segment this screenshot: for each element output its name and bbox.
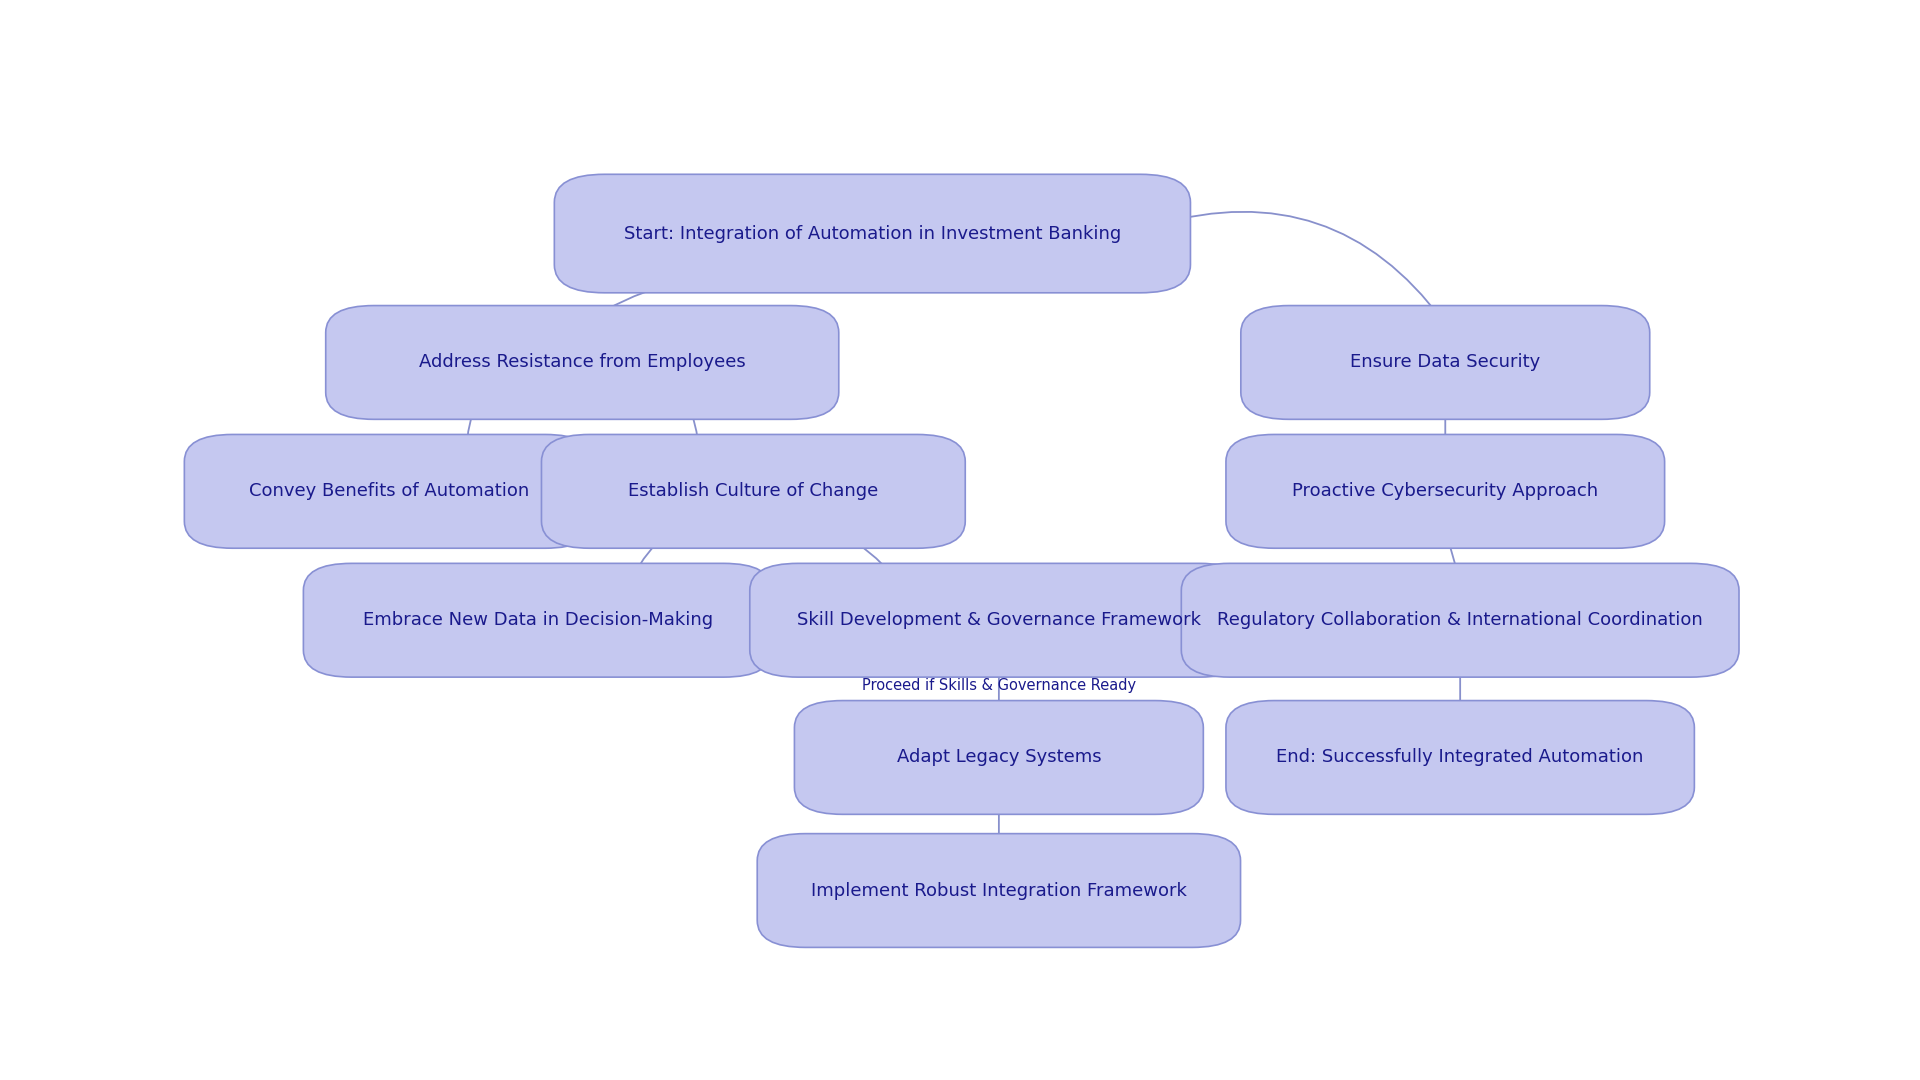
Text: Establish Culture of Change: Establish Culture of Change [628,483,879,500]
FancyBboxPatch shape [326,306,839,419]
FancyBboxPatch shape [184,434,593,549]
FancyBboxPatch shape [756,834,1240,947]
FancyBboxPatch shape [1181,564,1740,677]
FancyBboxPatch shape [1240,306,1649,419]
FancyBboxPatch shape [1227,701,1693,814]
Text: End: Successfully Integrated Automation: End: Successfully Integrated Automation [1277,748,1644,767]
Text: Regulatory Collaboration & International Coordination: Regulatory Collaboration & International… [1217,611,1703,630]
FancyBboxPatch shape [795,701,1204,814]
Text: Address Resistance from Employees: Address Resistance from Employees [419,353,745,372]
FancyBboxPatch shape [555,174,1190,293]
Text: Start: Integration of Automation in Investment Banking: Start: Integration of Automation in Inve… [624,225,1121,243]
Text: Proactive Cybersecurity Approach: Proactive Cybersecurity Approach [1292,483,1597,500]
Text: Adapt Legacy Systems: Adapt Legacy Systems [897,748,1102,767]
Text: Implement Robust Integration Framework: Implement Robust Integration Framework [810,881,1187,900]
Text: Ensure Data Security: Ensure Data Security [1350,353,1540,372]
Text: Convey Benefits of Automation: Convey Benefits of Automation [250,483,528,500]
Text: Embrace New Data in Decision-Making: Embrace New Data in Decision-Making [363,611,712,630]
Text: Skill Development & Governance Framework: Skill Development & Governance Framework [797,611,1200,630]
FancyBboxPatch shape [303,564,772,677]
FancyBboxPatch shape [751,564,1248,677]
FancyBboxPatch shape [541,434,966,549]
Text: Proceed if Skills & Governance Ready: Proceed if Skills & Governance Ready [862,677,1137,692]
FancyBboxPatch shape [1227,434,1665,549]
